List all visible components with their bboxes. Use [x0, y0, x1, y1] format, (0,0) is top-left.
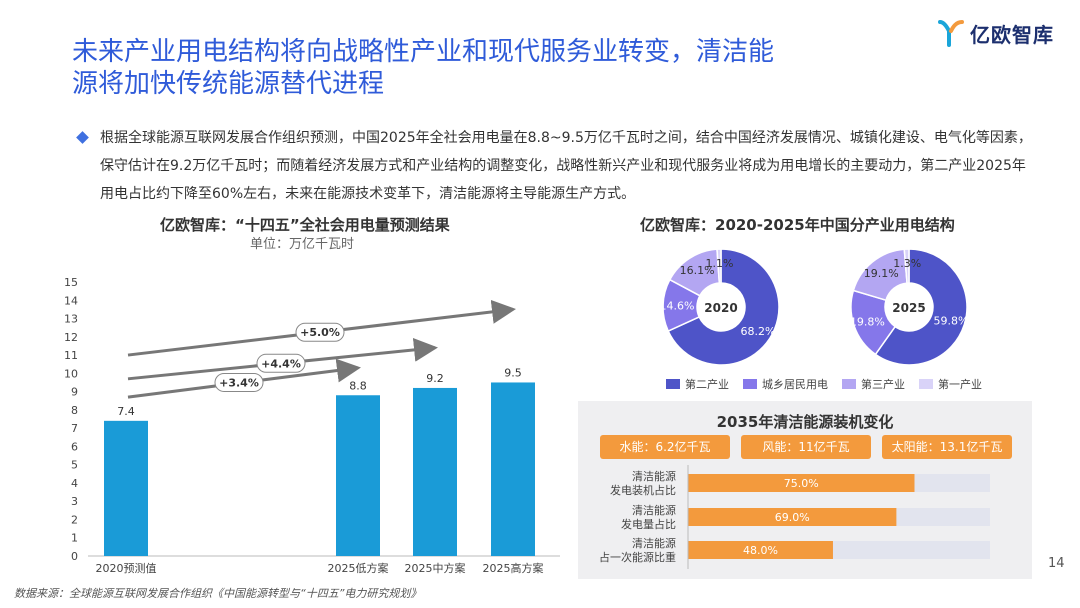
donut-slice [667, 248, 780, 366]
slice-label: 19.8% [850, 315, 885, 328]
donut-slice [716, 248, 722, 284]
y-tick-label: 2 [71, 513, 78, 526]
donut-center-label: 2020 [704, 301, 737, 315]
donut-chart-title: 亿欧智库：2020-2025年中国分产业用电结构 [640, 216, 955, 234]
legend-label: 第一产业 [938, 378, 982, 391]
logo-mark-icon [938, 20, 964, 47]
panel-title: 2035年清洁能源装机变化 [716, 413, 894, 431]
bar [688, 474, 915, 492]
legend-swatch [919, 379, 933, 389]
legend-item-industry2: 第二产业 [666, 376, 729, 392]
bar [688, 508, 897, 526]
y-tick-label: 5 [71, 459, 78, 472]
bar [688, 541, 833, 559]
summary-text: 根据全球能源互联网发展合作组织预测，中国2025年全社会用电量在8.8~9.5万… [100, 130, 1032, 202]
legend-label: 第三产业 [861, 378, 905, 391]
legend-label: 第二产业 [685, 378, 729, 391]
category-label: 发电量占比 [621, 517, 676, 531]
y-tick-label: 1 [71, 532, 78, 545]
y-tick-label: 4 [71, 477, 78, 490]
hydro-capacity-badge: 水能：6.2亿千瓦 [600, 435, 730, 459]
page-title-line1: 未来产业用电结构将向战略性产业和现代服务业转变，清洁能 [72, 37, 775, 67]
legend-item-urban-residential: 城乡居民用电 [743, 376, 828, 392]
bar-value-label: 48.0% [743, 544, 778, 557]
y-tick-label: 10 [64, 367, 78, 380]
bar-chart-title: 亿欧智库：“十四五”全社会用电量预测结果 [160, 216, 450, 234]
category-label: 清洁能源 [632, 469, 676, 483]
source-note: 数据来源：全球能源互联网发展合作组织《中国能源转型与“十四五”电力研究规划》 [14, 587, 422, 600]
y-tick-label: 11 [64, 349, 78, 362]
bar-value-label: 8.8 [349, 379, 367, 392]
category-label: 清洁能源 [632, 536, 676, 550]
y-tick-label: 12 [64, 331, 78, 344]
bar [104, 420, 148, 556]
x-tick-label: 2025低方案 [328, 561, 389, 575]
y-tick-label: 9 [71, 386, 78, 399]
bar-value-label: 9.5 [504, 366, 522, 379]
slice-label: 68.2% [741, 325, 776, 338]
y-tick-label: 7 [71, 422, 78, 435]
bar [413, 387, 457, 556]
y-tick-label: 3 [71, 495, 78, 508]
legend-swatch [743, 379, 757, 389]
y-tick-label: 0 [71, 550, 78, 563]
bar-value-label: 7.4 [117, 405, 135, 418]
bar [491, 382, 535, 556]
growth-rate-label: +5.0% [300, 326, 340, 339]
page-title: 未来产业用电结构将向战略性产业和现代服务业转变，清洁能 源将加快传统能源替代进程 [72, 36, 872, 100]
slice-label: 19.1% [864, 267, 899, 280]
x-tick-label: 2025中方案 [405, 561, 466, 575]
y-tick-label: 6 [71, 440, 78, 453]
category-label: 发电装机占比 [610, 483, 676, 497]
legend-swatch [666, 379, 680, 389]
x-tick-label: 2025高方案 [483, 561, 544, 575]
growth-badge [256, 353, 306, 373]
bar-chart-unit: 单位：万亿千瓦时 [250, 237, 355, 252]
growth-rate-label: +4.4% [261, 357, 301, 370]
wind-capacity-badge: 风能：11亿千瓦 [741, 435, 871, 459]
brand-logo: 亿欧智库 [938, 16, 1054, 50]
page-title-line2: 源将加快传统能源替代进程 [72, 69, 385, 99]
growth-badge [214, 372, 264, 392]
slice-label: 1.1% [706, 257, 734, 270]
growth-rate-label: +3.4% [219, 376, 259, 389]
page-number: 14 [1048, 556, 1065, 571]
bar-value-label: 69.0% [775, 511, 810, 524]
x-tick-label: 2020预测值 [96, 562, 157, 575]
logo-text: 亿欧智库 [970, 22, 1054, 47]
donut-chart: 68.2% 14.6% 16.1%1.1% 2020 59.8% 19.8% 19.1%1… [660, 248, 968, 366]
slice-label: 14.6% [660, 300, 695, 313]
slice-label: 59.8% [933, 314, 968, 327]
bar [336, 395, 380, 556]
slice-label: 1.3% [893, 257, 921, 270]
y-tick-label: 13 [64, 313, 78, 326]
clean-energy-panel: 2035年清洁能源装机变化 水能：6.2亿千瓦 风能：11亿千瓦 太阳能：13.… [578, 401, 1032, 579]
bar-value-label: 9.2 [426, 372, 444, 385]
bar-value-label: 75.0% [784, 477, 819, 490]
slice-label: 16.1% [680, 264, 715, 277]
category-label: 占一次能源比重 [599, 550, 676, 564]
category-label: 清洁能源 [632, 503, 676, 517]
clean-energy-bar-chart: 75.0%清洁能源发电装机占比69.0%清洁能源发电量占比48.0%清洁能源占一… [599, 465, 990, 569]
solar-capacity-badge: 太阳能：13.1亿千瓦 [882, 435, 1012, 459]
legend-label: 城乡居民用电 [762, 378, 828, 391]
donut-slice [874, 248, 968, 366]
legend-swatch [842, 379, 856, 389]
growth-badge [295, 322, 345, 342]
summary-bullet: 根据全球能源互联网发展合作组织预测，中国2025年全社会用电量在8.8~9.5万… [76, 124, 1038, 208]
legend-item-industry3: 第三产业 [842, 376, 905, 392]
diamond-bullet-icon [76, 131, 89, 144]
y-tick-label: 15 [64, 276, 78, 289]
y-tick-label: 14 [64, 294, 78, 307]
y-tick-label: 8 [71, 404, 78, 417]
donut-slice [903, 248, 910, 284]
legend-item-industry1: 第一产业 [919, 376, 982, 392]
donut-center-label: 2025 [892, 301, 925, 315]
donut-legend: 第二产业 城乡居民用电 第三产业 第一产业 [666, 376, 996, 392]
